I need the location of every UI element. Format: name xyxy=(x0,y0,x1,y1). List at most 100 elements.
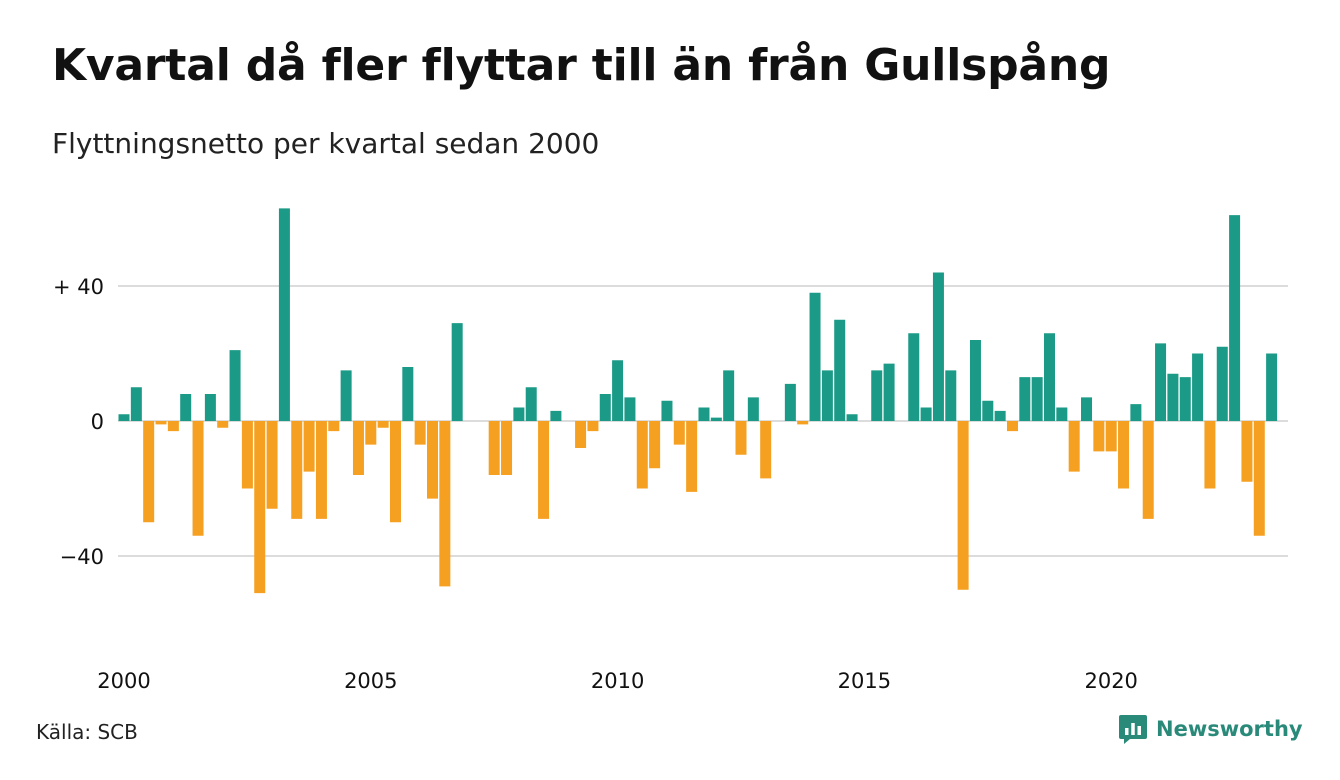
newsworthy-logo-icon xyxy=(1119,715,1147,744)
bar: 2002 K1: -2 xyxy=(217,421,229,428)
bar: 2020 K1: -9 xyxy=(1105,421,1117,452)
bar: 2012 K1: 1 xyxy=(710,417,722,422)
bar: 2021 K4: 20 xyxy=(1192,353,1204,421)
bar: 2022 K2: 22 xyxy=(1216,346,1228,421)
bar: 2014 K2: 15 xyxy=(821,370,833,422)
bar: 2000 K1: 2 xyxy=(118,414,130,421)
bar: 2003 K3: -29 xyxy=(291,421,303,519)
bar: 2004 K1: -29 xyxy=(315,421,327,519)
bar: 2015 K3: 17 xyxy=(883,363,895,422)
bar: 2017 K3: 6 xyxy=(982,400,994,421)
bar: 2018 K3: 13 xyxy=(1031,377,1043,422)
bar: 2016 K1: 26 xyxy=(908,333,920,421)
bar: 2005 K4: 16 xyxy=(402,367,414,421)
bar: 2003 K2: 63 xyxy=(278,208,290,422)
x-tick-label: 2015 xyxy=(838,669,891,693)
bar: 2017 K1: -50 xyxy=(957,421,969,590)
bar: 2001 K4: 8 xyxy=(204,394,216,421)
bar: 2008 K1: 4 xyxy=(513,407,525,421)
y-tick-label: + 40 xyxy=(53,275,104,299)
x-tick-label: 2000 xyxy=(97,669,150,693)
bar: 2023 K2: 20 xyxy=(1266,353,1278,421)
x-axis-ticks: 2000 2005 2010 2015 2020 xyxy=(97,669,1138,693)
bar: 2009 K2: -8 xyxy=(575,421,587,448)
bar: 2020 K3: 5 xyxy=(1130,404,1142,422)
bar: 2003 K4: -15 xyxy=(303,421,315,472)
bar: 2015 K2: 15 xyxy=(871,370,883,422)
bar: 2012 K3: -10 xyxy=(735,421,747,455)
bar: 2007 K4: -16 xyxy=(501,421,513,475)
x-tick-label: 2005 xyxy=(344,669,397,693)
brand-logo: Newsworthy xyxy=(1118,713,1303,745)
bar: 2004 K4: -16 xyxy=(352,421,364,475)
bar: 2019 K3: 7 xyxy=(1081,397,1093,422)
bar: 2020 K2: -20 xyxy=(1118,421,1130,489)
bar: 2002 K3: -20 xyxy=(241,421,253,489)
bar: 2008 K3: -29 xyxy=(538,421,550,519)
bar: 2010 K2: 7 xyxy=(624,397,636,422)
bar: 2023 K1: -34 xyxy=(1253,421,1265,536)
bar: 2011 K1: 6 xyxy=(661,400,673,421)
bar: 2019 K1: 4 xyxy=(1056,407,1068,421)
bar: 2000 K3: -30 xyxy=(143,421,155,523)
bar: 2010 K1: 18 xyxy=(612,360,624,421)
bar: 2005 K2: -2 xyxy=(377,421,389,428)
bar: 2017 K2: 24 xyxy=(969,340,981,421)
bar: 2001 K1: -3 xyxy=(167,421,179,432)
bar: 2006 K4: 29 xyxy=(451,323,463,422)
bar: 2013 K1: -17 xyxy=(760,421,772,479)
x-tick-label: 2020 xyxy=(1084,669,1137,693)
bar: 2014 K3: 30 xyxy=(834,319,846,421)
bar: 2004 K2: -3 xyxy=(328,421,340,432)
bar: 2006 K2: -23 xyxy=(427,421,438,499)
bar: 2018 K1: -3 xyxy=(1006,421,1018,432)
bar: 2010 K4: -14 xyxy=(649,421,661,469)
bar: 2019 K4: -9 xyxy=(1093,421,1105,452)
bar: 2000 K2: 10 xyxy=(130,387,142,421)
bar: 2021 K3: 13 xyxy=(1179,377,1191,422)
bar: 2021 K2: 14 xyxy=(1167,373,1179,421)
bar: 2005 K3: -30 xyxy=(389,421,401,523)
bar: 2011 K3: -21 xyxy=(686,421,698,492)
y-tick-label: 0 xyxy=(91,410,104,434)
bar: 2022 K3: 61 xyxy=(1229,215,1241,422)
y-axis-ticks: + 40 0 −40 xyxy=(53,275,104,569)
x-tick-label: 2010 xyxy=(591,669,644,693)
bar: 2016 K3: 44 xyxy=(932,272,944,421)
bar: 2002 K4: -51 xyxy=(254,421,266,594)
bar: 2013 K3: 11 xyxy=(784,383,796,422)
bar: 2003 K1: -26 xyxy=(266,421,278,509)
bar: 2009 K4: 8 xyxy=(599,394,611,421)
bar: 2002 K2: 21 xyxy=(229,350,241,422)
bar: 2014 K4: 2 xyxy=(846,414,858,421)
chart-title: Kvartal då fler flyttar till än från Gul… xyxy=(52,40,1111,91)
bar: 2018 K2: 13 xyxy=(1019,377,1031,422)
bar: 2011 K2: -7 xyxy=(673,421,685,445)
bar: 2009 K3: -3 xyxy=(587,421,599,432)
bar: 2013 K4: -1 xyxy=(797,421,809,425)
bar: 2016 K2: 4 xyxy=(920,407,932,421)
chart-subtitle: Flyttningsnetto per kvartal sedan 2000 xyxy=(52,127,600,160)
source-note: Källa: SCB xyxy=(36,720,138,744)
bar: 2005 K1: -7 xyxy=(365,421,377,445)
bar: 2001 K2: 8 xyxy=(180,394,192,421)
bar: 2014 K1: 38 xyxy=(809,292,821,421)
bar: 2016 K4: 15 xyxy=(945,370,957,422)
bar: 2021 K1: 23 xyxy=(1155,343,1167,422)
bar: 2006 K3: -49 xyxy=(439,421,451,587)
bar: 2006 K1: -7 xyxy=(414,421,426,445)
bar: 2018 K4: 26 xyxy=(1044,333,1055,421)
bar: 2008 K2: 10 xyxy=(525,387,537,421)
bar: 2008 K4: 3 xyxy=(550,410,562,422)
bar: 2004 K3: 15 xyxy=(340,370,352,422)
bars: 2000 K1: 22000 K2: 102000 K3: -302000 K4… xyxy=(118,208,1278,594)
bar: 2012 K2: 15 xyxy=(723,370,735,422)
y-tick-label: −40 xyxy=(60,545,104,569)
bar: 2022 K4: -18 xyxy=(1241,421,1253,482)
bar: 2007 K3: -16 xyxy=(488,421,500,475)
bar: 2011 K4: 4 xyxy=(698,407,710,421)
bar: 2012 K4: 7 xyxy=(747,397,759,422)
brand-name: Newsworthy xyxy=(1156,717,1303,741)
bar: 2000 K4: -1 xyxy=(155,421,167,425)
